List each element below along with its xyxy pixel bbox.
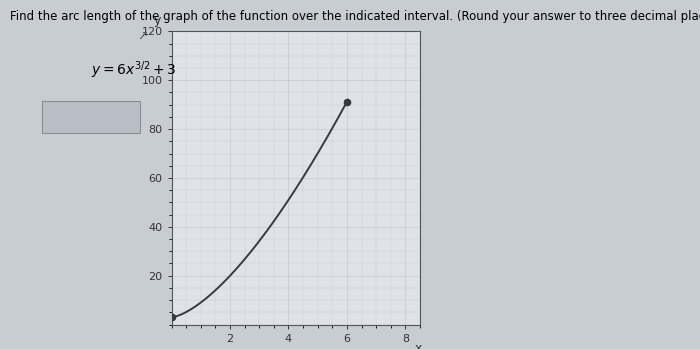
Text: y: y [153, 14, 160, 27]
Text: Find the arc length of the graph of the function over the indicated interval. (R: Find the arc length of the graph of the … [10, 10, 700, 23]
Text: $y = 6x^{3/2} + 3$: $y = 6x^{3/2} + 3$ [91, 59, 176, 81]
Text: ↗: ↗ [137, 30, 148, 43]
Text: x: x [414, 342, 421, 349]
